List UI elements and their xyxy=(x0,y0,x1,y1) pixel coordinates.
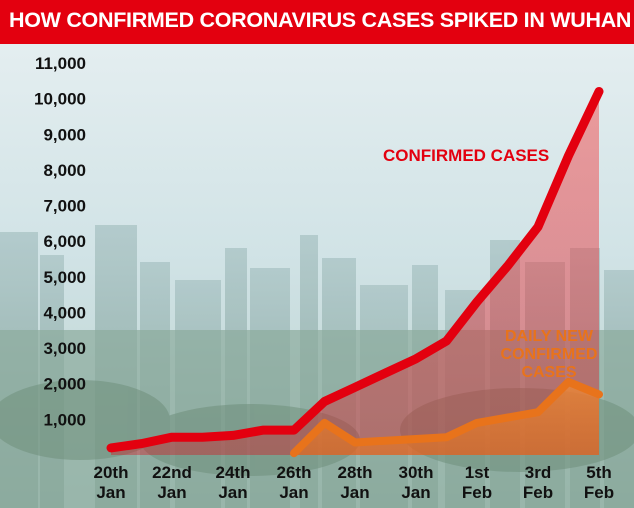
y-tick-label: 7,000 xyxy=(43,197,86,216)
y-axis: 1,000 2,000 3,000 4,000 5,000 6,000 7,000 8,000… xyxy=(34,54,86,429)
x-tick-day: 1st xyxy=(465,463,490,482)
y-tick-label: 2,000 xyxy=(43,375,86,394)
y-tick-label: 6,000 xyxy=(43,232,86,251)
daily-new-cases-label-line: CASES xyxy=(521,364,576,381)
x-tick-month: Feb xyxy=(584,483,614,502)
daily-new-cases-label-line: CONFIRMED xyxy=(501,346,598,363)
y-tick-label: 9,000 xyxy=(43,125,86,144)
title-bar: HOW CONFIRMED CORONAVIRUS CASES SPIKED I… xyxy=(0,0,634,44)
x-tick-month: Jan xyxy=(218,483,247,502)
x-tick-day: 5th xyxy=(586,463,612,482)
x-tick-day: 3rd xyxy=(525,463,551,482)
x-tick-day: 26th xyxy=(277,463,312,482)
x-tick-day: 30th xyxy=(399,463,434,482)
series-area xyxy=(294,381,599,455)
x-tick-day: 24th xyxy=(216,463,251,482)
series-area xyxy=(111,91,599,455)
x-tick-month: Jan xyxy=(157,483,186,502)
x-tick-month: Jan xyxy=(401,483,430,502)
y-tick-label: 11,000 xyxy=(35,54,86,73)
x-tick-day: 28th xyxy=(338,463,373,482)
chart-title: HOW CONFIRMED CORONAVIRUS CASES SPIKED I… xyxy=(9,8,632,32)
daily-new-cases-series xyxy=(290,377,603,458)
y-tick-label: 3,000 xyxy=(43,339,86,358)
x-tick-month: Feb xyxy=(523,483,553,502)
x-tick-day: 20th xyxy=(94,463,129,482)
daily-new-cases-label-line: DAILY NEW xyxy=(505,328,594,345)
y-tick-label: 8,000 xyxy=(43,161,86,180)
confirmed-cases-label: CONFIRMED CASES xyxy=(383,146,549,165)
x-tick-month: Jan xyxy=(340,483,369,502)
y-tick-label: 10,000 xyxy=(34,90,86,109)
confirmed-cases-series xyxy=(106,87,604,455)
y-tick-label: 4,000 xyxy=(43,303,86,322)
y-tick-label: 5,000 xyxy=(43,268,86,287)
series-layer xyxy=(106,87,604,458)
x-tick-day: 22nd xyxy=(152,463,192,482)
x-tick-month: Jan xyxy=(279,483,308,502)
y-tick-label: 1,000 xyxy=(43,410,86,429)
x-axis: 20thJan22ndJan24thJan26thJan28thJan30thJ… xyxy=(94,463,615,502)
x-tick-month: Jan xyxy=(96,483,125,502)
x-tick-month: Feb xyxy=(462,483,492,502)
